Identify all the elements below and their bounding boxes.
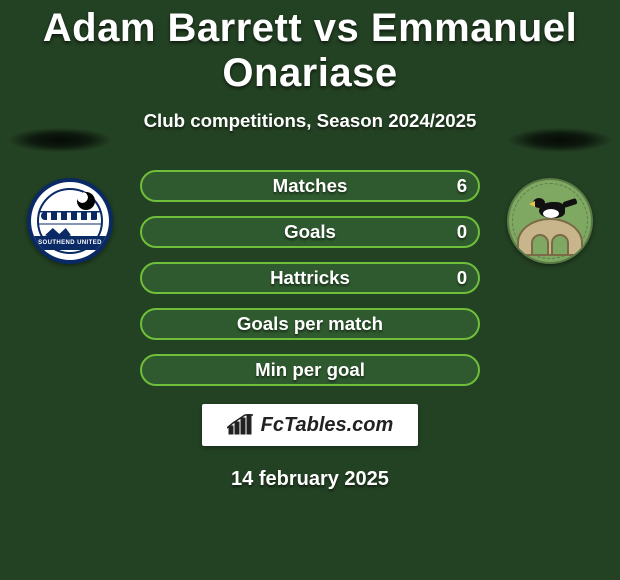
southend-united-crest: SOUTHEND UNITED [27,178,113,264]
page-subtitle: Club competitions, Season 2024/2025 [0,110,620,132]
stat-value-left [148,172,168,200]
magpies-crest [507,178,593,264]
stat-row: Min per goal [140,354,480,386]
stat-label: Min per goal [255,359,365,381]
stat-value-right [452,356,472,384]
stat-value-right [452,310,472,338]
stat-label: Matches [273,175,348,197]
page-title: Adam Barrett vs Emmanuel Onariase [0,0,620,96]
stat-label: Goals per match [237,313,383,335]
stat-value-right: 0 [452,218,472,246]
stat-value-left [148,264,168,292]
stat-value-left [148,356,168,384]
crest-band-text: SOUTHEND UNITED [38,240,102,246]
stat-label: Goals [284,221,336,243]
stat-label: Hattricks [270,267,350,289]
stat-value-left [148,310,168,338]
team-logo-left: SOUTHEND UNITED [20,178,120,264]
stat-value-left [148,218,168,246]
stat-row: Goals 0 [140,216,480,248]
branding-box: FcTables.com [202,404,418,446]
stat-row: Goals per match [140,308,480,340]
logo-shadow-left [9,128,111,152]
bar-chart-icon [227,414,255,436]
stat-row: Hattricks 0 [140,262,480,294]
stat-value-right: 0 [452,264,472,292]
logo-shadow-right [509,128,611,152]
footer-date: 14 february 2025 [0,468,620,491]
team-logo-right [500,178,600,264]
branding-text: FcTables.com [261,414,394,437]
stat-value-right: 6 [452,172,472,200]
stat-row: Matches 6 [140,170,480,202]
